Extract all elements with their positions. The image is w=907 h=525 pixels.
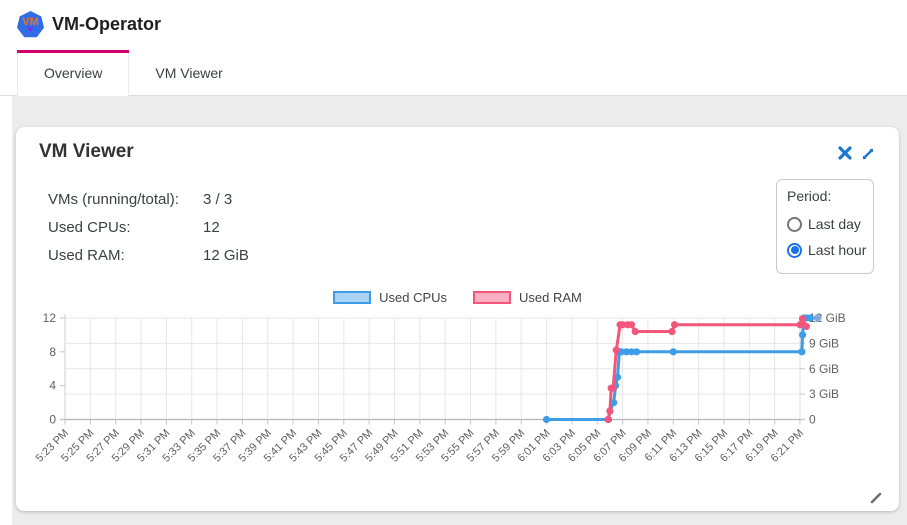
- tab-vm-viewer-label: VM Viewer: [155, 65, 223, 81]
- stat-value: 3 / 3: [203, 190, 233, 208]
- series-point: [798, 315, 807, 323]
- radio-selected-icon[interactable]: [787, 242, 802, 258]
- series-point: [627, 321, 636, 329]
- card-actions: [837, 145, 877, 163]
- series-point: [609, 384, 617, 392]
- period-selector: Period: Last day Last hour: [776, 179, 874, 274]
- left-axis-tick-label: 4: [49, 379, 56, 393]
- series-point: [668, 327, 676, 336]
- series-point: [604, 415, 612, 424]
- series-current-point: [813, 314, 822, 322]
- series-point: [798, 348, 806, 356]
- stat-label: Used RAM:: [48, 246, 125, 264]
- left-axis-tick-label: 8: [49, 345, 56, 359]
- radio-last-day[interactable]: Last day: [787, 211, 863, 237]
- series-point: [622, 348, 630, 356]
- resize-handle-icon[interactable]: [869, 491, 883, 505]
- right-axis-tick-label: 3 GiB: [809, 387, 839, 401]
- stat-label: Used CPUs:: [48, 218, 131, 236]
- series-point: [670, 321, 679, 329]
- stat-value: 12: [203, 218, 220, 236]
- tab-overview[interactable]: Overview: [17, 50, 130, 97]
- legend-ram-label: Used RAM: [519, 290, 582, 305]
- stat-row-cpus: Used CPUs: 12: [48, 213, 249, 241]
- stat-value: 12 GiB: [203, 246, 249, 264]
- expand-icon[interactable]: [859, 145, 877, 163]
- right-axis-tick-label: 6 GiB: [809, 362, 839, 376]
- tab-bar: Overview VM Viewer: [0, 50, 907, 97]
- period-label: Period:: [787, 188, 832, 204]
- tab-vm-viewer[interactable]: VM Viewer: [129, 50, 248, 96]
- series-point: [802, 322, 810, 331]
- stat-row-ram: Used RAM: 12 GiB: [48, 241, 249, 269]
- radio-unselected-icon[interactable]: [787, 216, 802, 232]
- app-title: VM-Operator: [52, 14, 162, 34]
- right-axis-tick-label: 0: [809, 413, 816, 427]
- series-point: [631, 327, 639, 336]
- vm-operator-logo-icon: VM: [17, 11, 44, 38]
- cpu-legend-swatch-icon: [333, 291, 372, 304]
- app-header: VM VM-Operator: [0, 0, 907, 50]
- legend-item-ram: Used RAM: [473, 290, 582, 305]
- legend-cpus-label: Used CPUs: [379, 290, 448, 305]
- series-point: [613, 373, 622, 381]
- series-point: [542, 415, 551, 424]
- ram-legend-swatch-icon: [473, 291, 512, 304]
- series-point: [627, 348, 636, 356]
- series-point: [669, 348, 677, 356]
- left-axis-tick-label: 0: [49, 413, 56, 427]
- overview-panel: VM Viewer VMs (running/total): 3 / 3 Use: [12, 96, 907, 525]
- close-icon[interactable]: [837, 145, 853, 161]
- logo-accent-shape: [27, 27, 34, 32]
- chart-legend: Used CPUs Used RAM: [16, 290, 899, 305]
- series-point: [612, 346, 620, 354]
- vm-stats: VMs (running/total): 3 / 3 Used CPUs: 12…: [48, 185, 249, 269]
- series-point: [798, 331, 807, 339]
- tab-overview-label: Overview: [44, 65, 103, 81]
- right-axis-tick-label: 9 GiB: [809, 336, 839, 350]
- stat-row-vms: VMs (running/total): 3 / 3: [48, 185, 249, 213]
- logo-text: VM: [22, 16, 39, 28]
- radio-last-hour-label: Last hour: [808, 242, 867, 258]
- series-point: [618, 321, 627, 329]
- left-axis-tick-label: 12: [43, 311, 57, 325]
- vm-viewer-card: VM Viewer VMs (running/total): 3 / 3 Use: [16, 127, 899, 511]
- radio-last-hour[interactable]: Last hour: [787, 237, 867, 263]
- radio-last-day-label: Last day: [808, 216, 861, 232]
- series-point: [796, 321, 804, 329]
- stat-label: VMs (running/total):: [48, 190, 179, 208]
- card-title: VM Viewer: [39, 141, 134, 162]
- series-point: [606, 407, 614, 415]
- series-point: [632, 348, 641, 356]
- legend-item-cpus: Used CPUs: [333, 290, 447, 305]
